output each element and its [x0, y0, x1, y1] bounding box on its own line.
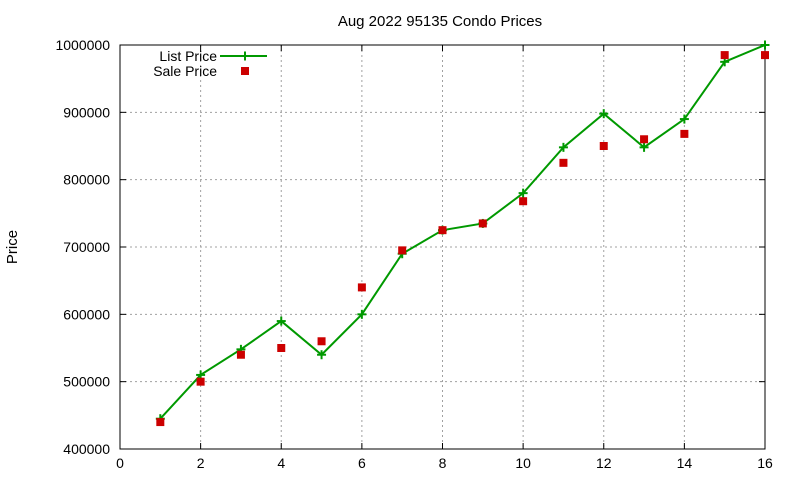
y-tick-label: 600000 — [63, 306, 110, 322]
x-tick-label: 6 — [358, 455, 366, 471]
list-price-point — [639, 142, 649, 152]
sale-price-point — [398, 246, 407, 255]
chart-title: Aug 2022 95135 Condo Prices — [338, 13, 542, 30]
axes: 0 2 4 6 8 10 12 14 16 400000 500000 600000 700000 800… — [55, 37, 773, 471]
grid-lines — [120, 45, 765, 449]
sale-price-point — [559, 158, 568, 167]
sale-price-point — [599, 142, 608, 150]
sale-price-point — [236, 350, 245, 359]
x-tick-label: 4 — [277, 455, 285, 471]
y-tick-label: 500000 — [63, 374, 110, 390]
legend-plus-marker — [240, 51, 250, 61]
y-tick-label: 400000 — [63, 441, 110, 457]
list-price-point — [276, 316, 286, 326]
sale-price-point — [640, 135, 649, 144]
list-price-point — [357, 309, 367, 319]
x-tick-label: 0 — [116, 455, 124, 471]
sale-price-point — [519, 197, 528, 206]
list-price-point — [558, 142, 568, 152]
sale-price-point — [720, 51, 729, 60]
y-tick-label: 800000 — [63, 172, 110, 188]
sale-price-point — [761, 51, 769, 60]
sale-price-point — [357, 283, 366, 292]
list-price-point — [679, 114, 689, 124]
list-price-point — [518, 188, 528, 198]
y-axis-label: Price — [4, 230, 21, 264]
y-tick-label: 700000 — [63, 239, 110, 255]
sale-price-point — [277, 344, 286, 352]
series-sale-price — [156, 51, 769, 427]
list-price-point — [599, 109, 609, 119]
legend-square-marker — [241, 67, 249, 75]
list-price-point — [317, 350, 327, 360]
series-line — [159, 44, 766, 420]
list-price-point — [760, 40, 770, 50]
legend-label: List Price — [159, 48, 217, 64]
sale-price-point — [680, 129, 689, 138]
x-tick-label: 2 — [197, 455, 205, 471]
x-tick-label: 12 — [596, 455, 612, 471]
sale-price-point — [156, 418, 165, 427]
x-tick-label: 16 — [757, 455, 773, 471]
x-tick-label: 10 — [515, 455, 531, 471]
y-tick-label: 1000000 — [55, 37, 110, 53]
x-tick-label: 8 — [439, 455, 447, 471]
x-tick-label: 14 — [677, 455, 693, 471]
series-layer — [155, 40, 770, 427]
sale-price-point — [196, 377, 205, 386]
sale-price-point — [317, 337, 326, 346]
sale-price-point — [478, 219, 487, 228]
legend-label: Sale Price — [153, 63, 217, 79]
sale-price-point — [438, 226, 447, 235]
y-tick-label: 900000 — [63, 104, 110, 120]
